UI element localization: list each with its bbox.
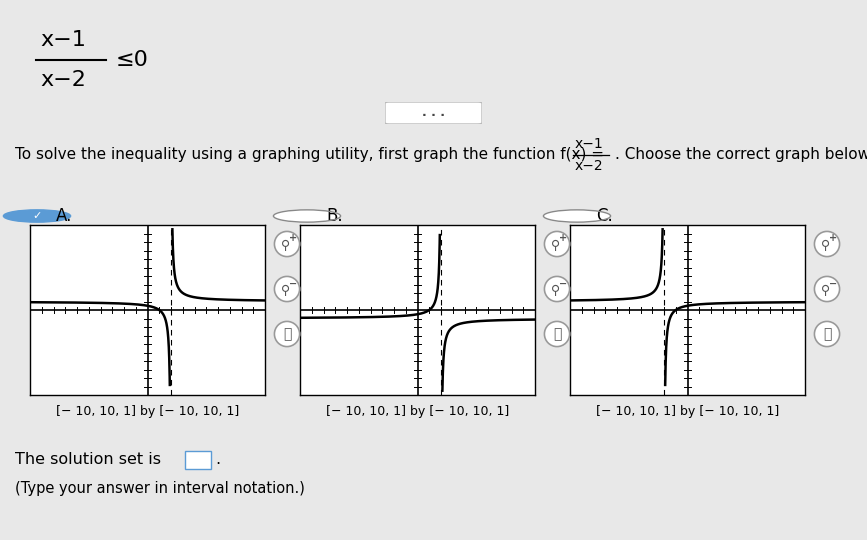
Text: −: −: [289, 279, 297, 288]
Text: x−2: x−2: [575, 159, 603, 173]
Circle shape: [274, 276, 300, 302]
Circle shape: [274, 321, 300, 347]
Text: ⚲: ⚲: [821, 284, 830, 297]
Text: [− 10, 10, 1] by [− 10, 10, 1]: [− 10, 10, 1] by [− 10, 10, 1]: [596, 404, 779, 417]
Text: ⚲: ⚲: [551, 284, 560, 297]
Text: C.: C.: [596, 207, 613, 225]
Circle shape: [544, 232, 570, 256]
Circle shape: [273, 210, 341, 222]
Text: . Choose the correct graph below.: . Choose the correct graph below.: [615, 147, 867, 163]
Text: +: +: [829, 233, 838, 244]
Text: ⧅: ⧅: [553, 327, 561, 341]
Circle shape: [544, 210, 610, 222]
Text: The solution set is: The solution set is: [15, 451, 161, 467]
Circle shape: [274, 232, 300, 256]
Text: ⧅: ⧅: [823, 327, 831, 341]
Text: ✓: ✓: [32, 211, 42, 221]
Bar: [185, 451, 211, 469]
Circle shape: [3, 210, 70, 222]
Circle shape: [814, 321, 839, 347]
Circle shape: [544, 321, 570, 347]
Text: To solve the inequality using a graphing utility, first graph the function f(x) : To solve the inequality using a graphing…: [15, 147, 604, 163]
Text: [− 10, 10, 1] by [− 10, 10, 1]: [− 10, 10, 1] by [− 10, 10, 1]: [55, 404, 239, 417]
Text: x−1: x−1: [575, 137, 603, 151]
Text: ≤0: ≤0: [116, 50, 149, 70]
Text: x−1: x−1: [40, 30, 86, 50]
Text: x−2: x−2: [40, 70, 86, 90]
Circle shape: [814, 232, 839, 256]
FancyBboxPatch shape: [385, 102, 482, 124]
Text: A.: A.: [56, 207, 73, 225]
Text: . . .: . . .: [422, 106, 445, 119]
Text: .: .: [215, 451, 220, 467]
Text: ⧅: ⧅: [283, 327, 291, 341]
Text: ⚲: ⚲: [821, 239, 830, 252]
Text: ⚲: ⚲: [281, 239, 290, 252]
Text: +: +: [289, 233, 297, 244]
Text: (Type your answer in interval notation.): (Type your answer in interval notation.): [15, 481, 305, 496]
Text: ⚲: ⚲: [281, 284, 290, 297]
Text: +: +: [559, 233, 567, 244]
Text: [− 10, 10, 1] by [− 10, 10, 1]: [− 10, 10, 1] by [− 10, 10, 1]: [326, 404, 509, 417]
Circle shape: [814, 276, 839, 302]
Text: −: −: [829, 279, 838, 288]
Circle shape: [544, 276, 570, 302]
Text: ⚲: ⚲: [551, 239, 560, 252]
Text: B.: B.: [326, 207, 342, 225]
Text: −: −: [559, 279, 567, 288]
